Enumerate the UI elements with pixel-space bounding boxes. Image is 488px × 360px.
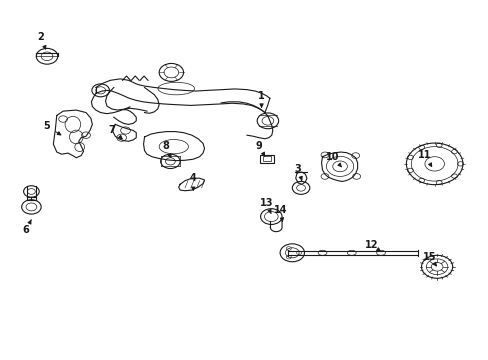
Text: 2: 2: [37, 32, 46, 49]
Text: 10: 10: [325, 152, 341, 167]
Text: 8: 8: [162, 141, 171, 157]
Text: 15: 15: [422, 252, 436, 266]
Text: 9: 9: [255, 141, 264, 156]
Text: 5: 5: [43, 121, 61, 135]
Bar: [260, 155, 273, 163]
Text: 13: 13: [259, 198, 273, 214]
Text: 3: 3: [294, 164, 302, 180]
Text: 4: 4: [189, 173, 196, 190]
Text: 14: 14: [274, 206, 287, 221]
Bar: [263, 156, 270, 161]
Text: 7: 7: [108, 125, 122, 139]
Text: 11: 11: [417, 150, 431, 167]
Text: 1: 1: [258, 91, 264, 107]
Text: 6: 6: [22, 220, 31, 235]
Text: 12: 12: [364, 239, 380, 252]
